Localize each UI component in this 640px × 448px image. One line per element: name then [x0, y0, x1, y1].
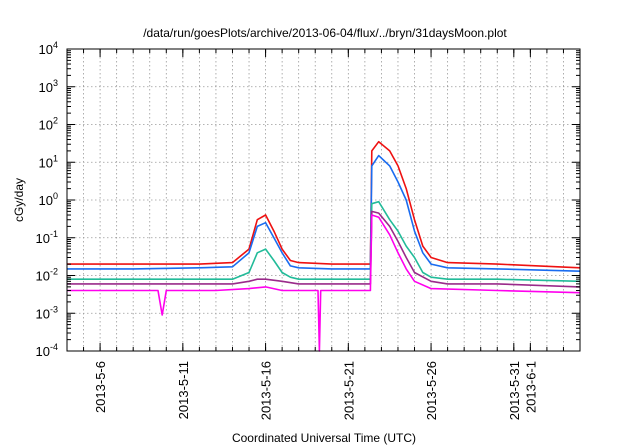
y-tick-label: 100: [39, 191, 58, 208]
x-tick-label: 2013-5-26: [424, 361, 439, 420]
y-tick-label: 102: [39, 116, 58, 133]
y-tick-label: 10-4: [36, 342, 58, 359]
y-tick-label: 104: [39, 40, 58, 57]
x-axis-label: Coordinated Universal Time (UTC): [232, 431, 416, 445]
series-line-2: [67, 154, 581, 272]
x-tick-labels: 2013-5-6 2013-5-11 2013-5-16 2013-5-21 2013-…: [93, 361, 538, 420]
x-tick-label: 2013-5-21: [341, 361, 356, 420]
y-tick-label: 10-1: [36, 229, 58, 246]
x-tick-label: 2013-5-16: [259, 361, 274, 420]
series-line-1: [67, 140, 581, 269]
y-tick-label: 10-3: [36, 304, 58, 321]
y-axis-label: cGy/day: [12, 178, 26, 222]
series-group: [67, 140, 581, 352]
x-tick-label: 2013-5-6: [93, 361, 108, 413]
axis-ticks: [66, 48, 581, 352]
y-tick-label: 10-2: [36, 267, 58, 284]
series-line-5: [67, 214, 581, 352]
y-tick-labels: 10-4 10-3 10-2 10-1 100 101 102 103 104: [36, 40, 58, 359]
x-tick-label: 2013-5-11: [176, 361, 191, 419]
chart-title: /data/run/goesPlots/archive/2013-06-04/f…: [143, 26, 507, 40]
series-line-3: [67, 200, 581, 283]
y-tick-label: 103: [39, 78, 58, 95]
y-tick-label: 101: [39, 153, 58, 170]
grid: [67, 49, 580, 351]
x-tick-label: 2013-5-31: [507, 361, 522, 420]
x-tick-label: 2013-6-1: [523, 361, 538, 413]
